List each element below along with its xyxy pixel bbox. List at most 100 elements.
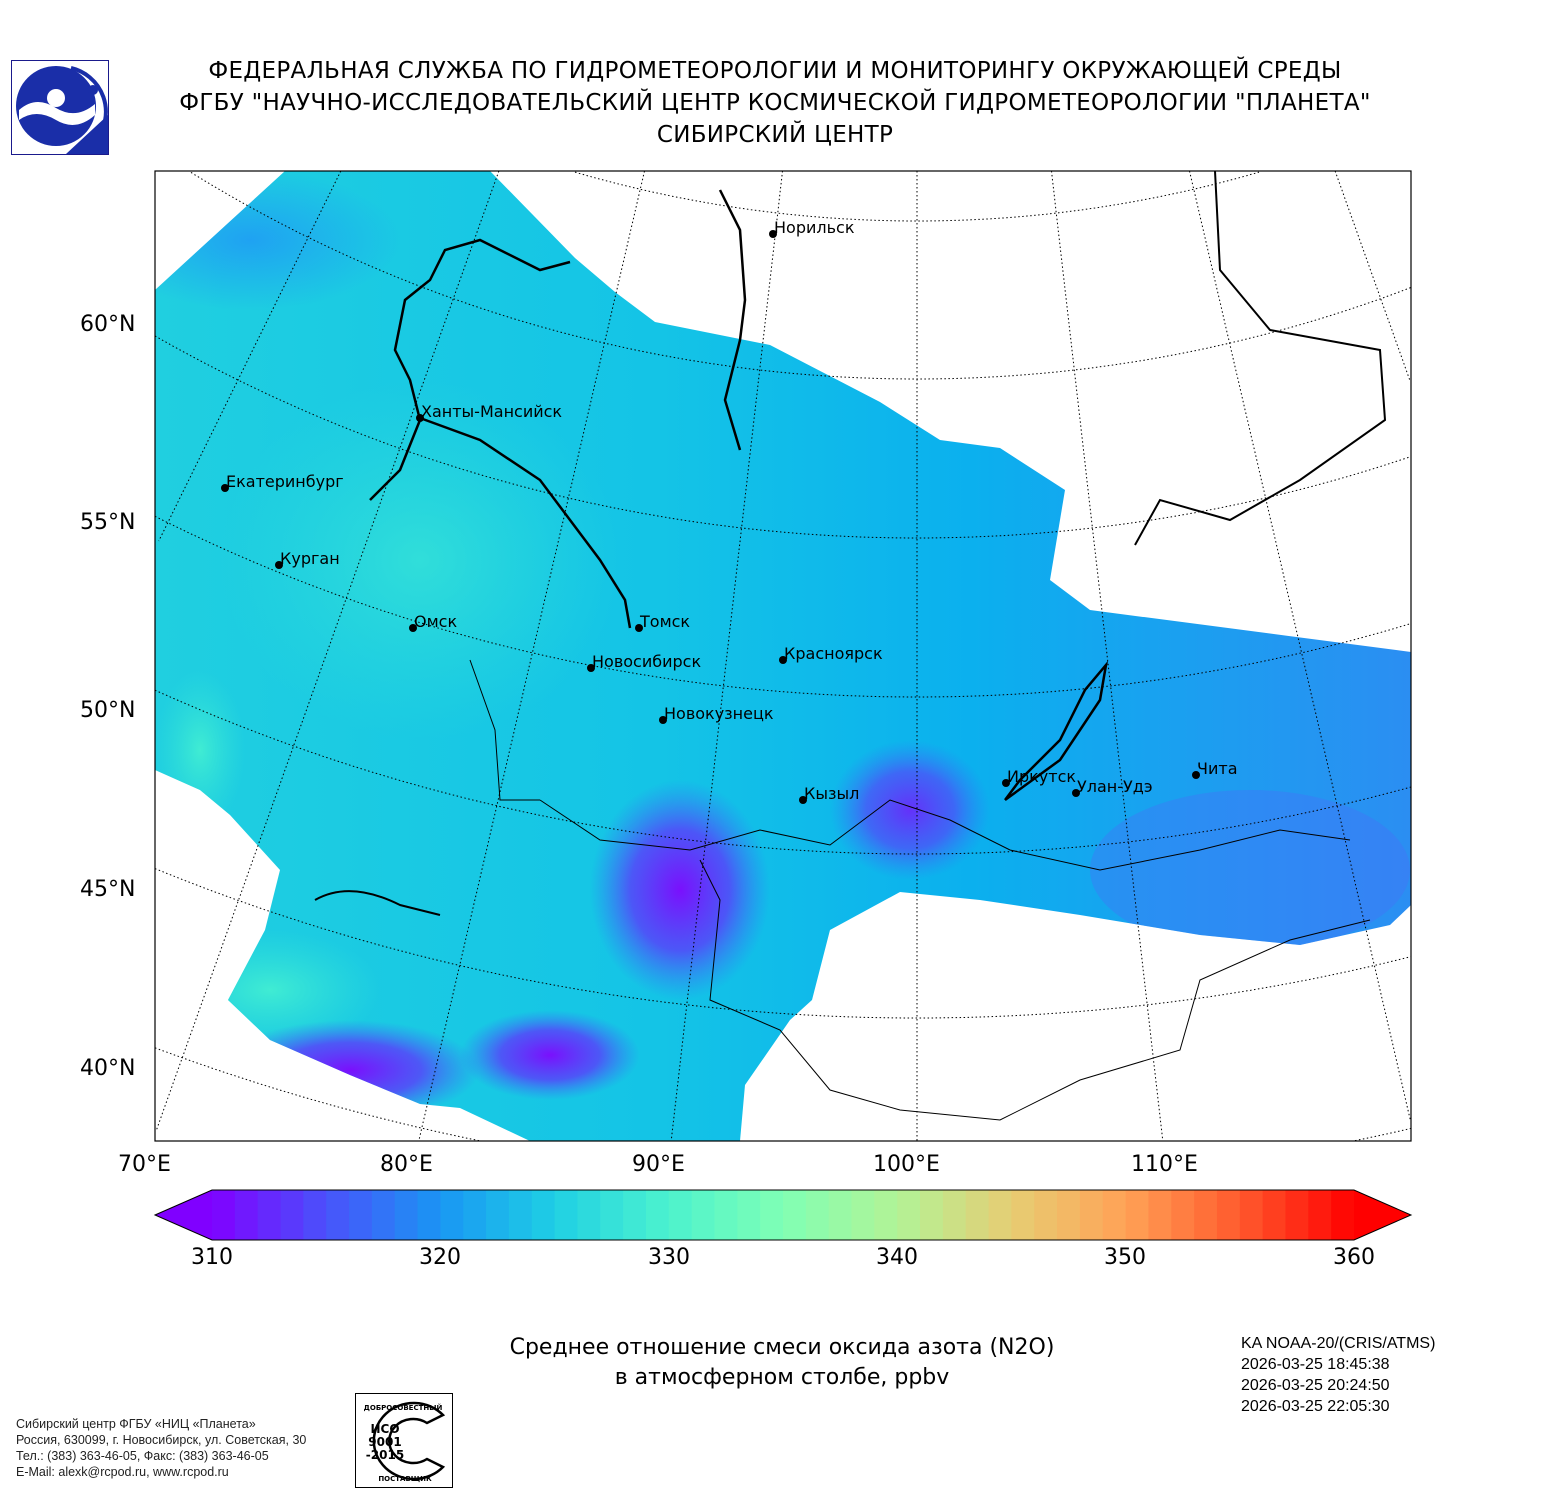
lon-label: 110°E — [1131, 1152, 1198, 1177]
city-label: Омск — [414, 612, 457, 631]
colorbar-segment — [623, 1190, 647, 1240]
satellite-info: KA NOAA-20/(CRIS/ATMS) 2026-03-25 18:45:… — [1241, 1333, 1435, 1417]
colorbar-segment — [1148, 1190, 1172, 1240]
colorbar-tick: 350 — [1104, 1245, 1146, 1270]
city-label: Новосибирск — [592, 652, 701, 671]
n2o-map: Норильск Ханты-Мансийск Екатеринбург Курган… — [154, 170, 1412, 1142]
iso-badge-text: -2015 — [366, 1448, 404, 1462]
colorbar-segment — [280, 1190, 304, 1240]
lon-label: 90°E — [632, 1152, 685, 1177]
city-dot — [799, 796, 807, 804]
lon-label: 80°E — [380, 1152, 433, 1177]
planeta-logo — [11, 60, 109, 155]
colorbar-segment — [234, 1190, 259, 1240]
colorbar-segment — [714, 1190, 738, 1240]
map-frame — [154, 170, 1412, 1142]
city-dot — [635, 624, 643, 632]
colorbar-segment — [212, 1190, 236, 1240]
city-dot — [769, 230, 777, 238]
n2o-field — [155, 171, 1411, 1141]
meridian-line — [155, 171, 500, 1132]
caption-line-2: в атмосферном столбе, ppbv — [614, 1365, 950, 1390]
city-label: Улан-Удэ — [1077, 777, 1153, 796]
colorbar-segment — [691, 1190, 715, 1240]
parallel-line — [574, 171, 1260, 222]
pass-time: 2026-03-25 22:05:30 — [1241, 1398, 1390, 1415]
colorbar-segment — [1308, 1190, 1332, 1240]
colorbar-segment — [1171, 1190, 1195, 1240]
city-dot — [1072, 789, 1080, 797]
pass-time: 2026-03-25 18:45:38 — [1241, 1356, 1390, 1373]
parallel-line — [155, 1047, 480, 1141]
city-dot — [275, 561, 283, 569]
pass-time: 2026-03-25 20:24:50 — [1241, 1377, 1390, 1394]
iso-badge-top-text: ДОБРОСОВЕСТНЫЙ — [364, 1403, 443, 1412]
city-markers: Норильск Ханты-Мансийск Екатеринбург Курган… — [221, 218, 1238, 804]
org-name: Сибирский центр ФГБУ «НИЦ «Планета» — [16, 1417, 256, 1431]
meridian-line — [1051, 171, 1164, 1141]
meridian-line — [1189, 171, 1411, 1122]
city-label: Кызыл — [804, 784, 859, 803]
colorbar-segment — [805, 1190, 830, 1240]
colorbar-segment — [1194, 1190, 1218, 1240]
colorbar-segment — [326, 1190, 350, 1240]
iso-badge-bottom-text: ПОСТАВЩИК — [378, 1475, 432, 1483]
colorbar-segment — [668, 1190, 693, 1240]
lat-label: 60°N — [80, 312, 136, 337]
colorbar-segment — [440, 1190, 464, 1240]
colorbar-tick: 360 — [1333, 1245, 1375, 1270]
colorbar-segment — [851, 1190, 875, 1240]
colorbar-segment — [394, 1190, 419, 1240]
colorbar-segment — [1011, 1190, 1035, 1240]
colorbar-segment — [760, 1190, 784, 1240]
city-label: Чита — [1197, 759, 1238, 778]
colorbar-segment — [965, 1190, 990, 1240]
colorbar-segment — [600, 1190, 624, 1240]
city-label: Новокузнецк — [664, 704, 774, 723]
colorbar-tick: 330 — [648, 1245, 690, 1270]
map-caption: Среднее отношение смеси оксида азота (N2… — [282, 1333, 1282, 1393]
colorbar-segment — [577, 1190, 601, 1240]
colorbar-segment — [554, 1190, 578, 1240]
header-line-1: ФЕДЕРАЛЬНАЯ СЛУЖБА ПО ГИДРОМЕТЕОРОЛОГИИ … — [208, 58, 1342, 84]
header-line-3: СИБИРСКИЙ ЦЕНТР — [656, 122, 894, 148]
colorbar-segment — [371, 1190, 396, 1240]
colorbar-min-extend — [155, 1190, 212, 1240]
parallel-line — [155, 515, 1411, 698]
colorbar-segment — [1285, 1190, 1309, 1240]
colorbar-segment — [1102, 1190, 1127, 1240]
iso-badge-text: 9001 — [368, 1435, 401, 1449]
iso-badge-text: ИСО — [370, 1422, 399, 1436]
phone: Тел.: (383) 363-46-05, Факс: (383) 363-4… — [16, 1449, 269, 1463]
colorbar-segment — [942, 1190, 967, 1240]
graticule — [155, 171, 1411, 1141]
rivers-and-borders — [314, 171, 1387, 1121]
colorbar-segment — [303, 1190, 327, 1240]
colorbar-segment — [1057, 1190, 1081, 1240]
city-label: Курган — [280, 549, 340, 568]
city-dot — [221, 484, 229, 492]
colorbar-segment — [1125, 1190, 1149, 1240]
satellite-name: KA NOAA-20/(CRIS/ATMS) — [1241, 1335, 1436, 1352]
city-label: Красноярск — [784, 644, 883, 663]
parallel-line — [190, 171, 1411, 380]
colorbar-segment — [1216, 1190, 1241, 1240]
lon-label: 70°E — [118, 1152, 171, 1177]
city-dot — [1192, 771, 1200, 779]
colorbar-segment — [1079, 1190, 1104, 1240]
lon-label: 100°E — [873, 1152, 940, 1177]
city-dot — [779, 656, 787, 664]
colorbar-segment — [417, 1190, 441, 1240]
colorbar-segment — [874, 1190, 898, 1240]
colorbar-segment — [1262, 1190, 1286, 1240]
lat-label: 50°N — [80, 698, 136, 723]
colorbar-segment — [486, 1190, 510, 1240]
colorbar-segment — [1331, 1190, 1355, 1240]
caption-line-1: Среднее отношение смеси оксида азота (N2… — [509, 1335, 1055, 1360]
colorbar-tick: 340 — [876, 1245, 918, 1270]
parallel-line — [1354, 1127, 1411, 1141]
city-label: Екатеринбург — [226, 472, 344, 491]
colorbar-segment — [1034, 1190, 1058, 1240]
colorbar-segment — [257, 1190, 282, 1240]
colorbar-segment — [508, 1190, 533, 1240]
